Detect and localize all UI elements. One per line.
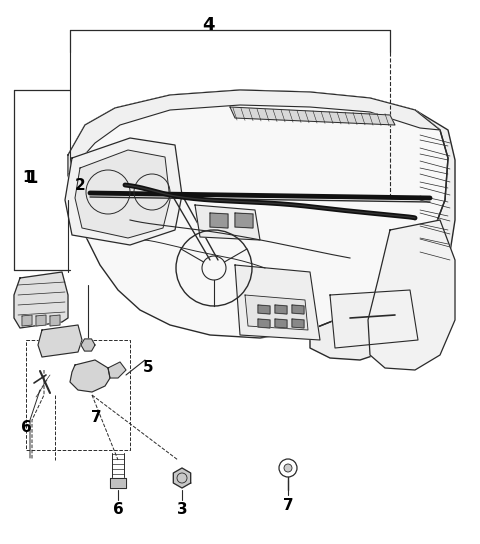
Polygon shape (292, 319, 304, 328)
Polygon shape (330, 290, 418, 348)
Polygon shape (68, 90, 440, 175)
Text: 3: 3 (177, 503, 187, 517)
Text: 6: 6 (113, 503, 123, 517)
Polygon shape (230, 107, 395, 125)
Text: 6: 6 (21, 421, 31, 436)
Polygon shape (38, 325, 82, 357)
Polygon shape (50, 315, 60, 326)
Polygon shape (235, 265, 320, 340)
Polygon shape (245, 295, 308, 330)
Polygon shape (110, 478, 126, 488)
Text: 5: 5 (143, 361, 153, 375)
Polygon shape (310, 110, 455, 360)
Polygon shape (70, 360, 110, 392)
Polygon shape (368, 220, 455, 370)
Polygon shape (258, 319, 270, 328)
Polygon shape (81, 339, 95, 351)
Text: 4: 4 (202, 16, 214, 34)
Polygon shape (195, 205, 260, 240)
Polygon shape (173, 468, 191, 488)
Polygon shape (210, 213, 228, 228)
Polygon shape (292, 305, 304, 314)
Text: 2: 2 (74, 177, 85, 193)
Polygon shape (275, 305, 287, 314)
Circle shape (284, 464, 292, 472)
Polygon shape (275, 319, 287, 328)
Polygon shape (36, 315, 46, 326)
Polygon shape (65, 138, 182, 245)
Polygon shape (235, 213, 253, 228)
Polygon shape (108, 362, 126, 378)
Text: 7: 7 (91, 411, 101, 425)
Polygon shape (14, 272, 68, 328)
Text: 1: 1 (23, 170, 33, 186)
Polygon shape (68, 90, 448, 338)
Text: 1: 1 (26, 169, 38, 187)
Polygon shape (258, 305, 270, 314)
Polygon shape (22, 315, 32, 326)
Polygon shape (75, 150, 170, 238)
Text: 7: 7 (283, 498, 293, 512)
